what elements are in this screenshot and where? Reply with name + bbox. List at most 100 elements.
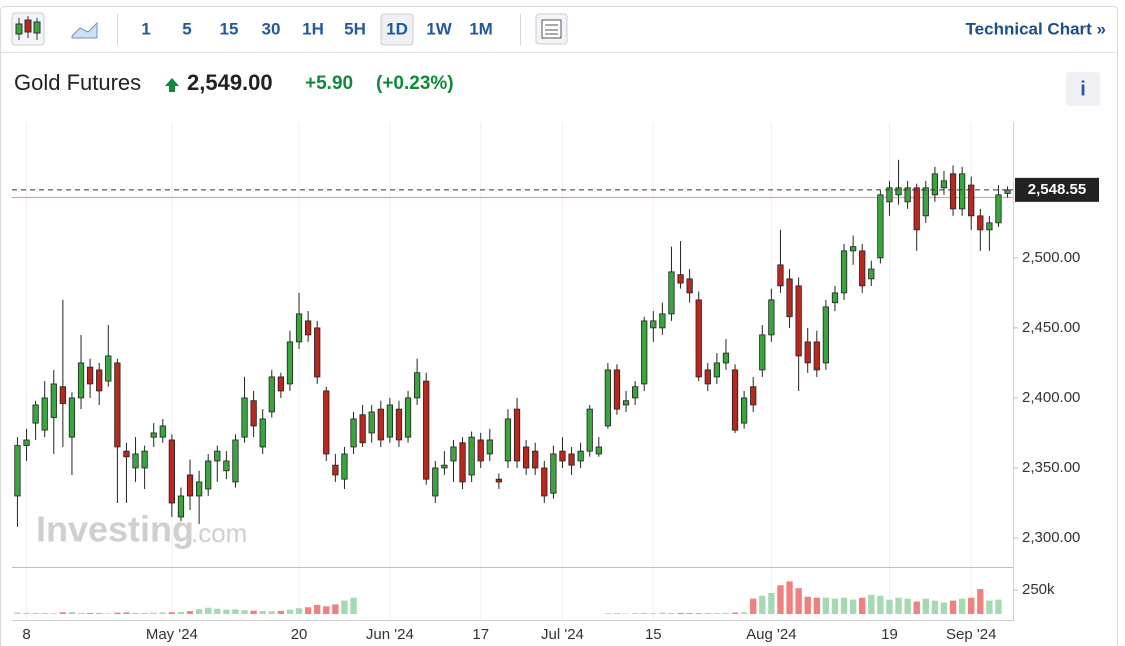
volume-bar [286,609,294,614]
candle-body [659,313,666,329]
x-tick-label: Jul '24 [541,626,584,643]
volume-bar [141,612,148,614]
grid [26,122,972,620]
y-tick-label: 2,350.00 [1022,459,1080,476]
x-tick-label: 15 [645,626,662,643]
candle-body [986,222,993,231]
interval-button[interactable]: 1H [302,19,324,38]
volume-bar [86,613,94,614]
volume-bar [922,598,929,614]
candle-body [931,173,939,196]
x-tick-label: Jun '24 [366,626,414,643]
interval-button[interactable]: 1D [386,19,408,38]
candle-body [277,376,284,392]
icon-body [24,19,32,33]
volume-bar [777,585,784,614]
candle-body [877,194,884,259]
candle-body [268,376,275,413]
volume-bar [668,613,675,614]
volume-bar [831,598,839,614]
candle-body [595,446,602,455]
candle-body [777,264,784,287]
candle-body [459,442,466,483]
candle-body [686,278,693,294]
candle-body [559,450,566,462]
volume-bar [695,613,702,614]
candle-body [731,369,739,431]
candle-body [795,285,802,357]
volume-bar [277,610,285,614]
volume-bar [96,613,103,614]
volume-bar [341,600,348,614]
candle-body [450,446,457,462]
candle-body [622,400,630,406]
interval-button[interactable]: 1W [426,19,452,38]
technical-chart-link[interactable]: Technical Chart » [966,19,1106,38]
volume-bar [768,592,775,614]
volume-bar [977,589,984,614]
candle-body [586,408,593,452]
volume-bar [114,612,121,614]
candle-body [150,432,157,438]
candle-body [541,467,548,497]
candle-body [96,369,103,392]
candle-body [59,386,66,404]
candle-icon[interactable] [11,12,45,46]
candle-body [577,450,584,462]
volume-bar [868,594,875,614]
candle-body [650,320,657,329]
volume-bar [840,597,848,614]
volume-bar [968,597,975,614]
candle-body [423,380,430,480]
area-icon[interactable] [71,21,98,39]
candle-body [695,299,702,378]
last-price-label: 2,548.55 [1028,181,1086,198]
volume-bar [759,595,766,614]
candle-body [523,446,530,469]
volume-bar [986,600,993,614]
active-interval-bg[interactable] [380,13,414,46]
info-button[interactable] [1066,72,1100,106]
candle-body [704,369,711,385]
volume-tick-label: 250k [1022,581,1055,598]
volume-bar [268,611,275,614]
volume-bar [895,597,902,614]
volume-bar [168,612,176,614]
interval-button[interactable]: 30 [262,19,281,38]
candle-body [477,439,484,462]
interval-button[interactable]: 5H [344,19,366,38]
candle-body [32,404,39,424]
candle-body [922,187,929,217]
candle-body [722,352,730,364]
news-icon[interactable] [535,13,568,45]
candle-body [940,180,948,189]
watermark-suffix: .com [191,518,247,548]
volume-bar [641,612,648,614]
icon-page [541,19,562,39]
volume-bar [704,613,711,614]
volume-bar [332,604,339,614]
candle-body [168,439,175,504]
interval-button[interactable]: 5 [182,19,191,38]
interval-button[interactable]: 1 [141,19,150,38]
candle-body [486,439,493,455]
candle-body [759,334,766,371]
candle-body [840,250,848,294]
candle-body [359,414,366,444]
volume-bar [314,604,321,614]
interval-button[interactable]: 15 [220,19,239,38]
candle-body [850,246,857,252]
volume-bar [750,598,757,614]
y-tick-label: 2,400.00 [1022,389,1080,406]
candle-body [50,383,57,418]
candle-body [968,184,975,217]
last-price-box [1015,177,1099,202]
volume-bar [59,612,67,614]
candle-body [223,460,230,472]
info-label[interactable]: i [1080,78,1086,100]
candle-body [859,250,866,287]
volume-bar [205,607,212,614]
candle-body [632,386,639,399]
candle-body [41,397,48,431]
interval-button[interactable]: 1M [469,19,493,38]
